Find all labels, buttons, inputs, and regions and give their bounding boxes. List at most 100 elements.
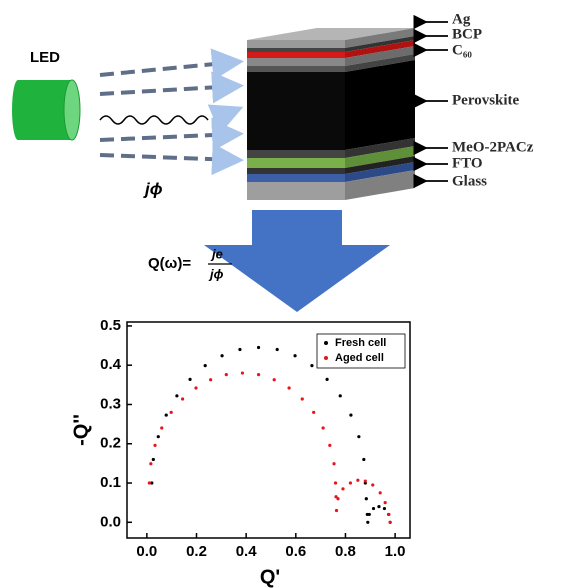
data-point [188,378,191,381]
y-tick-label: 0.4 [100,356,122,373]
y-tick-label: 0.1 [100,474,121,491]
layer [247,66,345,72]
data-point [322,426,325,429]
layer [247,40,345,48]
data-point [257,346,260,349]
layer [247,52,345,58]
data-point [257,373,260,376]
layer [247,150,345,158]
data-point [341,487,344,490]
data-point [328,444,331,447]
data-point [379,491,382,494]
data-point [357,435,360,438]
data-point [209,378,212,381]
formula-denominator: jϕ [208,266,224,281]
process-arrow [204,210,390,312]
data-point [149,462,152,465]
data-point [384,501,387,504]
formula-numerator: je [210,246,223,261]
data-point [175,394,178,397]
led-label: LED [30,49,60,66]
data-point [165,413,168,416]
data-point [389,521,392,524]
wave [100,116,208,124]
layer [247,72,345,150]
beam [100,134,236,140]
data-point [383,507,386,510]
y-tick-label: 0.0 [100,513,121,530]
y-tick-label: 0.2 [100,435,121,452]
beam [100,86,236,94]
y-tick-label: 0.5 [100,317,121,334]
layer-label: C₆₀ [452,42,472,58]
data-point [276,348,279,351]
data-point [364,479,367,482]
side-layer [345,60,415,150]
x-tick-label: 1.0 [385,543,406,560]
data-point [153,444,156,447]
layer-label: BCP [452,26,482,42]
layer [247,168,345,174]
data-point [148,481,151,484]
led [12,80,80,140]
data-point [241,371,244,374]
x-axis-label: Q' [260,566,280,588]
data-point [238,348,241,351]
formula-lhs: Q(ω)= [148,255,191,272]
data-point [377,505,380,508]
data-point [220,354,223,357]
data-point [368,513,371,516]
x-tick-label: 0.6 [285,543,306,560]
legend-label: Aged cell [335,352,384,364]
data-point [336,497,339,500]
layer [247,158,345,168]
data-point [339,394,342,397]
data-point [334,481,337,484]
layer [247,182,345,200]
data-point [170,411,173,414]
data-point [160,426,163,429]
data-point [365,497,368,500]
layer-label: Glass [452,173,487,189]
legend-marker [324,356,328,360]
data-point [293,354,296,357]
y-tick-label: 0.3 [100,395,121,412]
data-point [362,458,365,461]
data-point [157,435,160,438]
layer-label: Perovskite [452,92,520,108]
x-tick-label: 0.4 [236,543,258,560]
data-point [152,458,155,461]
data-point [181,397,184,400]
data-point [273,378,276,381]
data-point [310,364,313,367]
data-point [332,462,335,465]
figure: LED jϕ [0,0,572,588]
layer [247,58,345,66]
layer-label: Ag [452,11,471,27]
data-point [366,521,369,524]
data-point [349,413,352,416]
x-tick-label: 0.0 [136,543,157,560]
data-point [387,513,390,516]
data-point [325,378,328,381]
data-point [204,364,207,367]
layer [247,174,345,182]
data-point [312,411,315,414]
flux-label: jϕ [143,179,163,198]
data-point [372,507,375,510]
layer-arrows [426,22,448,181]
data-point [335,509,338,512]
data-point [288,386,291,389]
data-point [225,373,228,376]
x-tick-label: 0.2 [186,543,207,560]
y-axis-label: -Q'' [70,414,92,446]
layer-label: MeO-2PACz [452,139,534,155]
led-back [12,80,24,140]
data-point [371,483,374,486]
layer [247,48,345,52]
data-point [356,479,359,482]
beam [100,155,236,160]
legend-label: Fresh cell [335,337,386,349]
led-face [64,80,80,140]
